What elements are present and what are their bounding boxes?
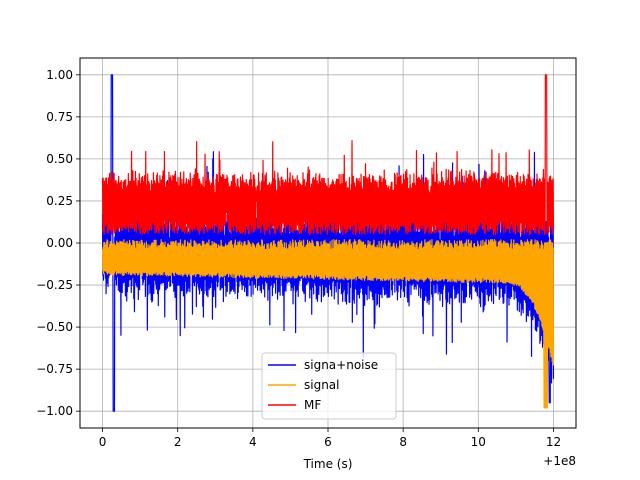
- x-tick-label: 4: [249, 435, 257, 449]
- x-tick-label: 0: [99, 435, 107, 449]
- y-tick-label: 0.50: [46, 152, 73, 166]
- series-layer: [101, 74, 555, 412]
- y-tick-label: 0.25: [46, 194, 73, 208]
- y-tick-label: −0.75: [36, 362, 73, 376]
- x-axis-label: Time (s): [303, 457, 353, 471]
- y-axis-ticks: −1.00 −0.75 −0.50 −0.25 0.00 0.25 0.50 0.75 1.00: [36, 68, 80, 418]
- legend-box: [261, 352, 397, 420]
- legend-entry: MF: [304, 398, 321, 412]
- series-signal-line: [101, 239, 555, 409]
- x-tick-label: 12: [546, 435, 561, 449]
- x-tick-label: 6: [324, 435, 332, 449]
- y-tick-label: −0.25: [36, 278, 73, 292]
- x-tick-label: 8: [399, 435, 407, 449]
- x-offset-label: +1e8: [543, 454, 576, 468]
- legend: signa+noise signal MF: [261, 352, 397, 420]
- y-tick-label: 1.00: [46, 68, 73, 82]
- legend-entry: signa+noise: [304, 358, 378, 372]
- y-tick-label: −0.50: [36, 320, 73, 334]
- legend-entry: signal: [304, 378, 340, 392]
- y-tick-label: 0.75: [46, 110, 73, 124]
- y-tick-label: 0.00: [46, 236, 73, 250]
- x-axis-ticks: 0 2 4 6 8 10 12: [99, 428, 561, 449]
- y-tick-label: −1.00: [36, 404, 73, 418]
- x-tick-label: 2: [174, 435, 182, 449]
- x-tick-label: 10: [471, 435, 486, 449]
- series-mf-line: [101, 74, 555, 236]
